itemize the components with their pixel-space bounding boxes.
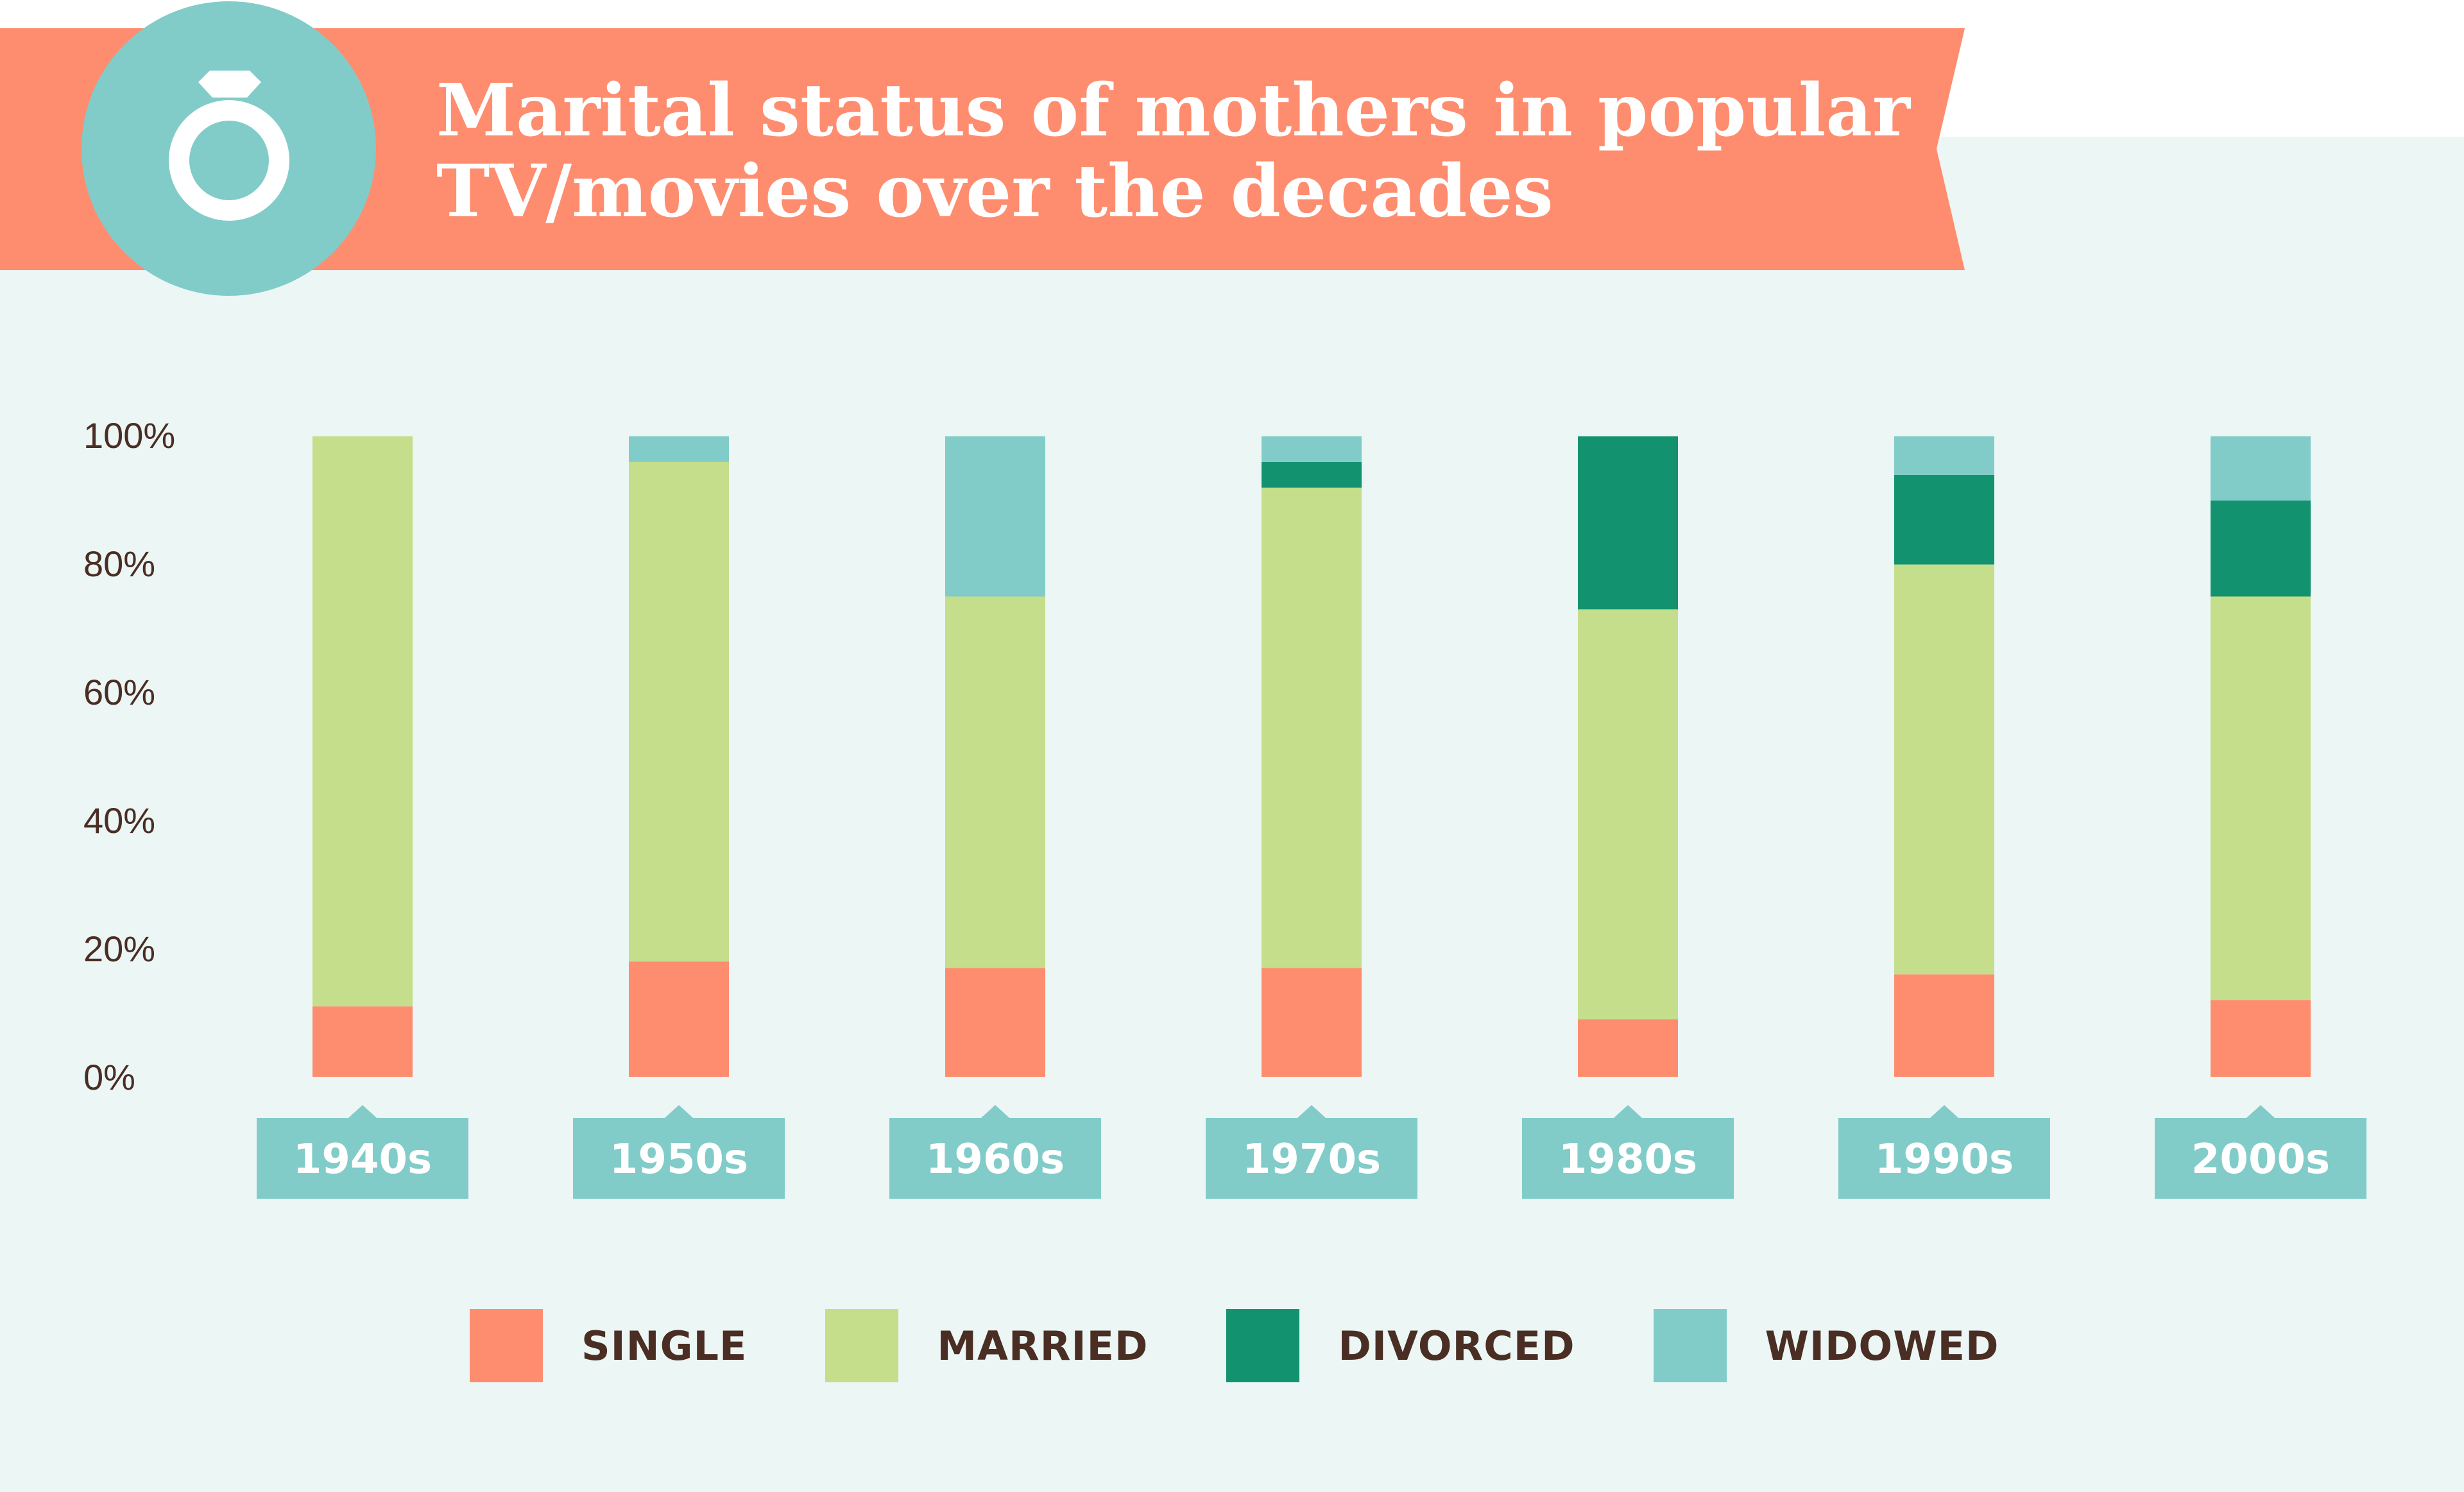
ring-gem <box>198 71 261 98</box>
title-line-1: Marital status of mothers in popular <box>436 69 1910 153</box>
bar-segment-divorced <box>2211 500 2311 597</box>
legend-swatch <box>1653 1309 1727 1382</box>
decade-label-text: 1940s <box>293 1136 432 1183</box>
y-tick-label: 60% <box>83 672 155 712</box>
decade-label-1980s: 1980s <box>1522 1105 1734 1199</box>
decade-label-pointer <box>1614 1105 1642 1118</box>
legend: SINGLE MARRIED DIVORCED WIDOWED <box>470 1309 2077 1382</box>
decade-label-box <box>1522 1118 1734 1199</box>
decade-label-pointer <box>2246 1105 2275 1118</box>
title-banner <box>0 28 1965 270</box>
bar-segment-married <box>2211 596 2311 1000</box>
bar-segment-married <box>629 461 729 962</box>
legend-swatch <box>1226 1309 1300 1382</box>
bar-segment-widowed <box>629 436 729 462</box>
decade-label-text: 1980s <box>1559 1136 1697 1183</box>
decade-label-2000s: 2000s <box>2155 1105 2366 1199</box>
y-tick-label: 100% <box>83 415 175 456</box>
bar-segment-single <box>945 968 1045 1077</box>
bar-segment-married <box>1262 487 1362 968</box>
bar-segment-single <box>629 961 729 1077</box>
decade-label-1950s: 1950s <box>573 1105 785 1199</box>
title-line-2: TV/movies over the decades <box>436 150 1553 234</box>
legend-item-widowed: WIDOWED <box>1653 1309 1999 1382</box>
decade-label-text: 1950s <box>610 1136 748 1183</box>
decade-label-1960s: 1960s <box>889 1105 1101 1199</box>
bar-segment-widowed <box>1894 436 1994 475</box>
bar-segment-divorced <box>1894 474 1994 565</box>
decade-label-text: 1960s <box>926 1136 1065 1183</box>
bar-1960s <box>945 436 1045 1077</box>
decade-label-box <box>257 1118 468 1199</box>
decade-label-1940s: 1940s <box>257 1105 468 1199</box>
legend-swatch <box>825 1309 899 1382</box>
legend-label: MARRIED <box>937 1322 1149 1369</box>
bar-segment-married <box>1894 564 1994 975</box>
legend-item-married: MARRIED <box>825 1309 1148 1382</box>
decade-label-text: 1990s <box>1875 1136 2014 1183</box>
bar-segment-widowed <box>945 436 1045 597</box>
bar-segment-single <box>312 1006 413 1077</box>
banner-shape <box>0 28 1965 270</box>
decade-label-box <box>1838 1118 2050 1199</box>
bar-2000s <box>2211 436 2311 1077</box>
bar-segment-divorced <box>1262 461 1362 488</box>
legend-item-divorced: DIVORCED <box>1226 1309 1575 1382</box>
bar-1940s <box>312 436 413 1077</box>
ring-icon <box>169 71 289 221</box>
decade-label-box <box>573 1118 785 1199</box>
chart-title: Marital status of mothers in popular TV/… <box>436 71 1912 232</box>
bar-segment-single <box>1894 974 1994 1077</box>
bars <box>312 436 2311 1077</box>
ring-band <box>169 100 289 221</box>
bar-segment-widowed <box>1262 436 1362 462</box>
bar-segment-married <box>1578 609 1678 1020</box>
bar-segment-divorced <box>1578 436 1678 610</box>
decade-label-pointer <box>348 1105 377 1118</box>
bar-1950s <box>629 436 729 1077</box>
y-axis-ticks: 0% 20% 40% 60% 80% 100% <box>83 415 175 1097</box>
decade-label-text: 1970s <box>1242 1136 1381 1183</box>
decade-label-pointer <box>1297 1105 1326 1118</box>
decade-label-text: 2000s <box>2191 1136 2330 1183</box>
legend-item-single: SINGLE <box>470 1309 747 1382</box>
legend-swatch <box>470 1309 543 1382</box>
bar-1990s <box>1894 436 1994 1077</box>
ring-badge <box>81 1 376 296</box>
decade-label-pointer <box>1930 1105 1958 1118</box>
decade-label-box <box>2155 1118 2366 1199</box>
bar-segment-widowed <box>2211 436 2311 501</box>
legend-label: SINGLE <box>581 1322 748 1369</box>
y-tick-label: 20% <box>83 929 155 969</box>
decade-label-1970s: 1970s <box>1206 1105 1417 1199</box>
bar-segment-single <box>2211 1000 2311 1077</box>
bar-segment-single <box>1262 968 1362 1077</box>
bar-1970s <box>1262 436 1362 1077</box>
decade-label-pointer <box>981 1105 1009 1118</box>
decade-label-box <box>889 1118 1101 1199</box>
bar-segment-married <box>312 436 413 1007</box>
y-tick-label: 80% <box>83 544 155 584</box>
x-axis-labels: 1940s 1950s 1960s 1970s 1980s 1990s 2000s <box>257 1105 2366 1199</box>
bar-segment-married <box>945 596 1045 968</box>
y-tick-label: 0% <box>83 1057 135 1097</box>
bar-1980s <box>1578 436 1678 1077</box>
legend-label: WIDOWED <box>1765 1322 1999 1369</box>
decade-label-1990s: 1990s <box>1838 1105 2050 1199</box>
y-tick-label: 40% <box>83 800 155 841</box>
bar-segment-single <box>1578 1019 1678 1077</box>
legend-label: DIVORCED <box>1338 1322 1575 1369</box>
decade-label-pointer <box>665 1105 693 1118</box>
decade-label-box <box>1206 1118 1417 1199</box>
